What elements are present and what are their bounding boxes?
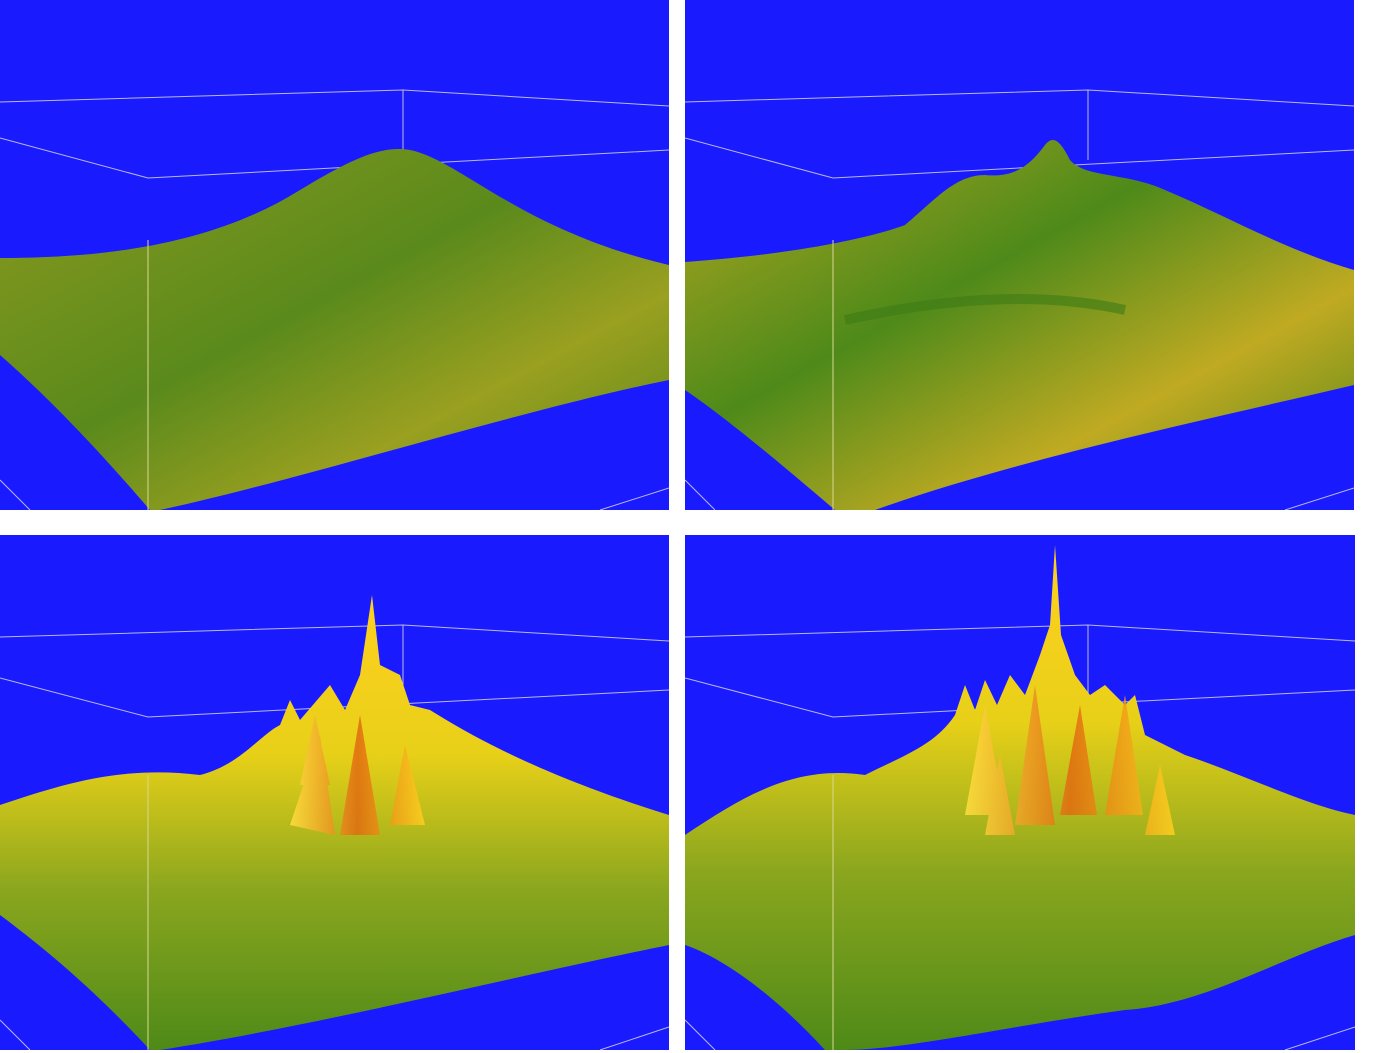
panel	[0, 535, 669, 1050]
surface	[0, 595, 669, 1050]
panel	[0, 0, 669, 510]
surface	[0, 149, 669, 510]
surface	[685, 140, 1354, 510]
peaks	[965, 685, 1175, 835]
bounding-box	[0, 89, 669, 510]
peaks	[290, 715, 425, 835]
panel	[685, 0, 1354, 510]
bounding-box	[685, 624, 1355, 1050]
panel	[685, 535, 1355, 1050]
surface-shade	[843, 294, 1127, 325]
bounding-box	[0, 624, 669, 1050]
bounding-box	[685, 89, 1354, 510]
